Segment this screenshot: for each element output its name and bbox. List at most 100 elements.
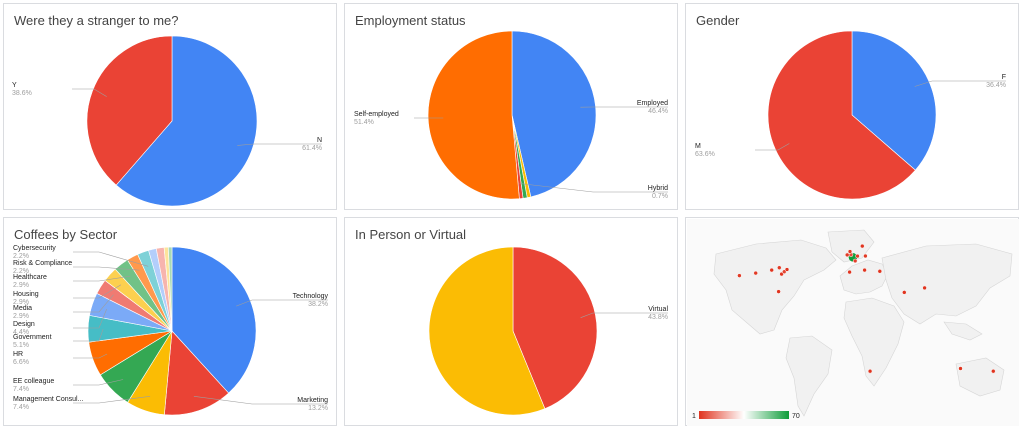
geo-marker-22 <box>991 368 996 374</box>
chart-title: Gender <box>696 13 740 28</box>
pie-slice-employed <box>511 30 597 198</box>
color-legend: 1 70 <box>692 411 800 420</box>
slice-percent-employed: 46.4% <box>648 108 668 115</box>
chart-title: In Person or Virtual <box>355 227 467 242</box>
chart-title: Were they a stranger to me? <box>14 13 179 28</box>
slice-percent-f: 36.4% <box>986 82 1006 89</box>
slice-label-healthcare: Healthcare <box>13 274 47 281</box>
geo-marker-10 <box>847 249 853 254</box>
legend-max-label: 70 <box>792 413 800 420</box>
pie-slice-other-15 <box>167 246 173 332</box>
pie-chart-stranger: N61.4% Y38.6% <box>12 35 322 207</box>
slice-percent-design: 4.4% <box>13 329 29 336</box>
pie-slice-y <box>86 35 173 186</box>
geo-marker-14 <box>863 253 868 259</box>
chart-card-employment: Employment status Employed 46.4% Hybrid 0.7… <box>344 3 678 210</box>
slice-label-m: M <box>695 143 701 150</box>
geo-marker-17 <box>847 269 852 275</box>
slice-percent-hybrid: 0.7% <box>652 193 668 200</box>
geo-marker-3 <box>777 265 782 270</box>
leader-line-media <box>73 294 114 313</box>
slice-percent-cybersecurity: 2.2% <box>13 253 29 260</box>
slice-label-self-employed: Self-employed <box>354 111 399 118</box>
chart-card-sector: Coffees by Sector Technology 38.2% Marketi… <box>3 217 337 426</box>
leader-line-technology <box>236 299 328 307</box>
geo-marker-21 <box>867 368 873 374</box>
slice-percent-housing: 2.9% <box>13 299 29 306</box>
chart-card-inperson: In Person or Virtual Virtual 43.8% <box>344 217 678 426</box>
slice-label-ee-colleague: EE colleague <box>13 378 54 385</box>
geo-marker-18 <box>877 269 883 274</box>
slice-label-government: Government <box>13 334 52 341</box>
slice-label-hr: HR <box>13 351 23 358</box>
slice-percent-management-consul: 7.4% <box>13 404 29 411</box>
geo-marker-16 <box>862 267 867 273</box>
slice-percent-hr: 6.6% <box>13 359 29 366</box>
leader-line-hybrid <box>519 183 668 193</box>
slice-label-media: Media <box>13 305 32 312</box>
leader-line-marketing <box>193 396 328 405</box>
slice-label-risk-compliance: Risk & Compliance <box>13 260 72 267</box>
legend-gradient-bar <box>699 411 789 419</box>
land-masses <box>713 229 1013 417</box>
slice-label-y: Y <box>12 82 17 89</box>
slice-percent-government: 5.1% <box>13 342 29 349</box>
geo-marker-20 <box>922 285 927 291</box>
world-geo-map: 1 70 <box>687 219 1019 426</box>
geo-marker-15 <box>860 243 865 249</box>
legend-min-label: 1 <box>692 413 696 420</box>
leader-line-risk-compliance <box>73 266 140 271</box>
slice-label-f: F <box>1002 74 1006 81</box>
slice-percent-healthcare: 2.9% <box>13 282 29 289</box>
slice-label-virtual: Virtual <box>648 306 668 313</box>
pie-slice-f <box>851 30 937 171</box>
slice-percent-ee-colleague: 7.4% <box>13 386 29 393</box>
slice-label-hybrid: Hybrid <box>648 185 668 192</box>
pie-slice-n <box>115 35 258 207</box>
land-greenland <box>827 229 875 263</box>
leader-line-housing <box>73 284 122 299</box>
geo-marker-2 <box>769 267 774 273</box>
leader-line-management-consul <box>73 396 151 404</box>
land-africa <box>843 297 905 387</box>
pie-chart-gender: F36.4% M63.6% <box>695 30 1006 200</box>
land-southeast-asia <box>943 321 983 341</box>
leader-line-hr <box>73 353 108 359</box>
slice-label-cybersecurity: Cybersecurity <box>13 245 56 252</box>
leader-line-f <box>914 80 1006 87</box>
geo-marker-19 <box>902 290 907 295</box>
slice-label-design: Design <box>13 321 35 328</box>
land-asia <box>881 243 1013 325</box>
land-europe <box>839 259 889 295</box>
slice-label-technology: Technology <box>293 293 329 300</box>
geo-marker-0 <box>737 273 742 278</box>
land-north-america <box>713 239 837 335</box>
slice-label-housing: Housing <box>13 291 39 298</box>
slice-percent-n: 61.4% <box>302 145 322 152</box>
leader-line-government <box>73 329 104 342</box>
leader-line-cybersecurity <box>73 251 149 267</box>
slice-label-n: N <box>317 137 322 144</box>
pie-slice-virtual <box>512 246 598 410</box>
land-australia <box>955 357 1005 397</box>
slice-percent-marketing: 13.2% <box>308 405 328 412</box>
geo-marker-11 <box>844 252 850 258</box>
slice-percent-self-employed: 51.4% <box>354 119 374 126</box>
leader-line-m <box>755 143 790 151</box>
geo-markers <box>737 243 996 374</box>
geo-marker-12 <box>852 258 858 264</box>
slice-percent-m: 63.6% <box>695 151 715 158</box>
land-south-america <box>785 335 833 417</box>
slice-percent-technology: 38.2% <box>308 301 328 308</box>
slice-label-marketing: Marketing <box>297 397 328 404</box>
pie-slice-marketing <box>164 330 230 416</box>
chart-card-gender: Gender F 36.4% M 63.6% <box>685 3 1019 210</box>
geo-marker-6 <box>784 267 790 272</box>
pie-slice-other-1 <box>428 246 546 416</box>
slice-percent-virtual: 43.8% <box>648 314 668 321</box>
chart-title: Coffees by Sector <box>14 227 118 242</box>
chart-card-map: 1 70 <box>685 217 1019 426</box>
